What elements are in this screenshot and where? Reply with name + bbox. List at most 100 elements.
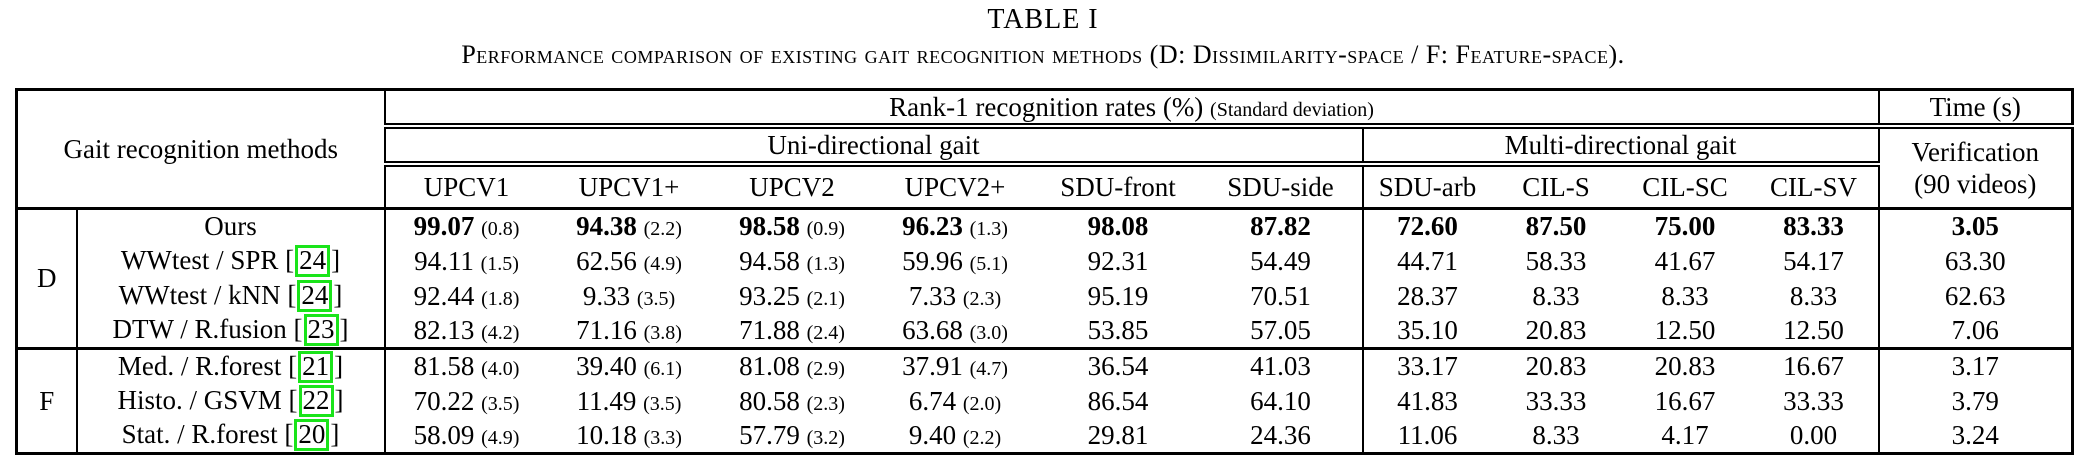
rank1-value: 83.33 [1783, 211, 1844, 242]
value-cell: 29.81 [1037, 419, 1200, 454]
rank1-value: 70.22 [413, 385, 475, 416]
value-cell: 11.06 [1361, 418, 1492, 454]
method-cell: WWtest / SPR [24] [120, 245, 341, 277]
rank1-value: 8.33 [1661, 280, 1709, 311]
rank1-value: 81.08 [739, 351, 800, 382]
std-value: (3.0) [969, 321, 1008, 344]
rank1-value: 98.08 [1087, 211, 1149, 242]
rank1-value: 41.03 [1250, 351, 1311, 382]
rank1-value: 33.33 [1783, 385, 1844, 416]
rank1-header: Rank-1 recognition rates (%) (Standard d… [383, 89, 1879, 129]
rank1-value: 20.83 [1525, 314, 1587, 345]
col-header-upcv1plus: UPCV1+ [578, 171, 680, 202]
citation-link[interactable]: 20 [294, 419, 330, 452]
rank1-value: 12.50 [1654, 314, 1716, 345]
std-value: (3.5) [481, 392, 520, 415]
citation-link[interactable]: 24 [297, 280, 333, 312]
method-name: Histo. / GSVM [117, 385, 282, 416]
value-cell: 72.60 [1361, 207, 1492, 244]
rank1-value: 62.56 [576, 245, 637, 276]
time-value: 62.63 [1944, 280, 2006, 311]
method-cell: WWtest / kNN [24] [118, 280, 343, 312]
value-cell: 82.13 (4.2) [383, 313, 548, 349]
citation-link[interactable]: 23 [303, 314, 339, 347]
verification-header: Verification (90 videos) [1877, 126, 2073, 209]
verification-line2: (90 videos) [1914, 169, 2037, 199]
value-cell: 41.83 [1361, 383, 1492, 419]
rank1-value: 71.16 [576, 314, 637, 345]
method-name: WWtest / SPR [120, 245, 279, 276]
value-cell: 95.19 [1037, 279, 1200, 314]
rank1-value: 8.33 [1789, 280, 1838, 311]
rank1-value: 33.33 [1525, 385, 1587, 416]
value-cell: 33.17 [1361, 347, 1492, 384]
col-header-sdu-arb: SDU-arb [1361, 164, 1492, 209]
value-cell: 81.58 (4.0) [383, 347, 548, 384]
uni-directional-header: Uni-directional gait [383, 126, 1363, 167]
rank1-value: 96.23 [902, 211, 963, 242]
value-cell: 8.33 [1750, 279, 1879, 314]
rank1-value: 71.88 [739, 314, 800, 345]
rank1-value: 41.83 [1397, 385, 1458, 416]
method-cell: Stat. / R.forest [20] [121, 419, 340, 452]
value-cell: 20.83 [1491, 347, 1621, 384]
std-value: (3.5) [636, 287, 676, 310]
std-value: (3.3) [643, 426, 682, 449]
value-cell: 9.40 (2.2) [874, 419, 1037, 454]
rank1-header-text: Rank-1 recognition rates (%) [889, 91, 1204, 122]
std-value: (0.9) [806, 218, 845, 241]
rank1-value: 20.83 [1654, 351, 1716, 382]
std-value: (0.8) [481, 218, 520, 241]
time-cell: 3.05 [1877, 207, 2073, 244]
time-value: 3.05 [1951, 211, 1999, 242]
time-value: 63.30 [1944, 245, 2006, 276]
col-header-sdu-side: SDU-side [1227, 171, 1334, 202]
methods-header: Gait recognition methods [63, 133, 338, 164]
value-cell: 8.33 [1492, 279, 1621, 314]
rank1-value: 24.36 [1250, 419, 1311, 450]
rank1-value: 54.17 [1783, 245, 1844, 276]
value-cell: 94.11 (1.5) [383, 243, 548, 279]
table-row: WWtest / SPR [24] 94.11 (1.5) 62.56 (4.9) 9… [17, 243, 2073, 279]
value-cell: 16.67 [1749, 347, 1879, 384]
value-cell: 71.16 (3.8) [548, 314, 711, 349]
citation-link[interactable]: 21 [298, 350, 334, 383]
table-row: DTW / R.fusion [23] 82.13 (4.2) 71.16 (3.8… [17, 313, 2073, 349]
table-row: WWtest / kNN [24] 92.44 (1.8) 9.33 (3.5) 93… [17, 278, 2073, 314]
value-cell: 83.33 [1749, 207, 1879, 244]
rank1-value: 11.49 [576, 385, 637, 416]
rank1-value: 16.67 [1783, 351, 1844, 382]
time-cell: 63.30 [1877, 243, 2073, 279]
table-title: TABLE I [987, 4, 1099, 35]
table-row: Stat. / R.forest [20] 58.09 (4.9) 10.18 (3… [17, 418, 2073, 454]
value-cell: 37.91 (4.7) [873, 347, 1037, 384]
rank1-value: 82.13 [413, 314, 475, 345]
rank1-value: 39.40 [576, 351, 637, 382]
value-cell: 58.33 [1492, 244, 1621, 279]
value-cell: 7.33 (2.3) [874, 279, 1037, 314]
value-cell: 98.08 [1036, 207, 1200, 244]
value-cell: 41.67 [1621, 244, 1750, 279]
method-name: Stat. / R.forest [121, 419, 278, 450]
rank1-value: 64.10 [1250, 385, 1311, 416]
rank1-value: 37.91 [902, 351, 963, 382]
table-row: D Ours 99.07 (0.8) 94.38 (2.2) 98.58 (0.9) 96… [16, 207, 2073, 349]
value-cell: 33.33 [1750, 384, 1879, 419]
citation-link[interactable]: 24 [295, 245, 331, 277]
citation-link[interactable]: 22 [298, 385, 334, 417]
std-value: (2.2) [643, 218, 682, 241]
rank1-value: 20.83 [1525, 351, 1587, 382]
std-value: (2.9) [806, 358, 845, 381]
time-value: 3.17 [1951, 351, 1999, 382]
value-cell: 44.71 [1361, 243, 1492, 279]
col-header-sdu-front: SDU-front [1060, 171, 1176, 202]
rank1-value: 8.33 [1532, 419, 1580, 450]
rank1-value: 9.33 [582, 280, 631, 311]
rank1-value: 35.10 [1397, 314, 1458, 345]
value-cell: 81.08 (2.9) [710, 347, 874, 384]
rank1-value: 44.71 [1397, 245, 1458, 276]
value-cell: 54.49 [1200, 244, 1363, 279]
rank1-value: 29.81 [1087, 419, 1149, 450]
col-header-cil-sc: CIL-SC [1642, 171, 1728, 202]
